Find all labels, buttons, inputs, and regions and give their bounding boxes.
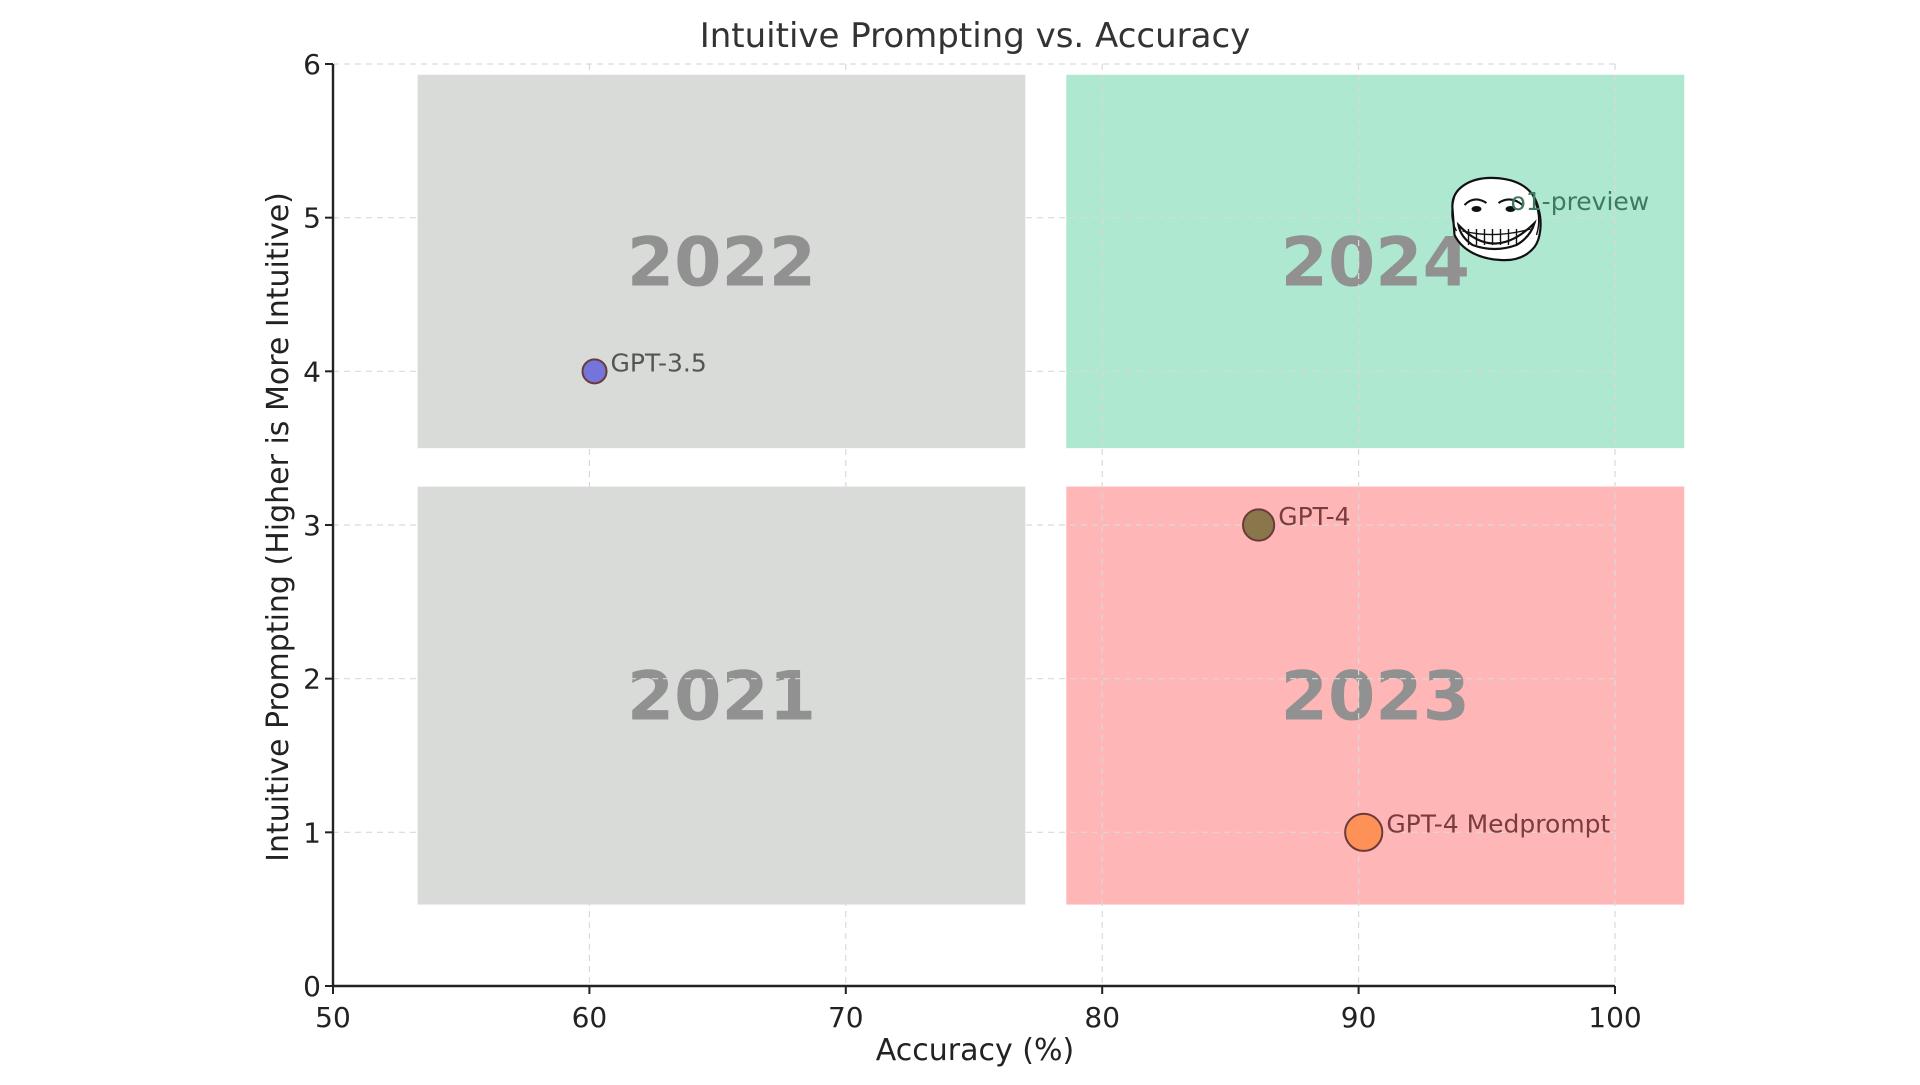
regions-layer: 2022 2024 2021 2023 (417, 74, 1685, 905)
y-tick-label: 3 (303, 509, 321, 542)
y-axis-label: Intuitive Prompting (Higher is More Intu… (261, 192, 296, 862)
data-point (1344, 812, 1384, 852)
region-year-label: 2024 (1281, 223, 1470, 302)
troll-face-icon (1451, 176, 1542, 262)
y-tick-label: 1 (303, 816, 321, 849)
y-tick-label: 2 (303, 663, 321, 696)
x-tick-label: 80 (1084, 1001, 1120, 1034)
data-point (581, 358, 608, 385)
region-2024 (1066, 74, 1685, 449)
x-tick-label: 90 (1341, 1001, 1377, 1034)
data-point-label: GPT-4 (1278, 502, 1350, 531)
data-point (1242, 508, 1276, 542)
chart-title: Intuitive Prompting vs. Accuracy (700, 16, 1251, 56)
y-tick-label: 0 (303, 970, 321, 1003)
x-axis-label: Accuracy (%) (876, 1033, 1074, 1068)
x-tick-label: 60 (572, 1001, 608, 1034)
x-tick-label: 70 (828, 1001, 864, 1034)
grid-layer (333, 63, 1616, 986)
region-year-label: 2022 (627, 223, 816, 302)
y-tick-label: 4 (303, 355, 321, 388)
region-year-label: 2023 (1281, 658, 1470, 737)
data-point-label: o1-preview (1510, 187, 1649, 216)
x-tick-label: 100 (1588, 1001, 1641, 1034)
axes-layer: 50 60 70 80 90 100 0 1 2 3 4 5 6 (303, 48, 1642, 1034)
y-tick-label: 5 (303, 202, 321, 235)
region-2022 (417, 74, 1026, 449)
points-layer (581, 176, 1542, 852)
data-point-label: GPT-4 Medprompt (1386, 809, 1610, 838)
data-point-label: GPT-3.5 (611, 348, 707, 377)
region-year-label: 2021 (627, 658, 816, 737)
region-2021 (417, 486, 1026, 905)
x-tick-label: 50 (315, 1001, 351, 1034)
y-tick-label: 6 (303, 48, 321, 81)
labels-layer: GPT-3.5 GPT-4 GPT-4 Medprompt o1-preview (611, 187, 1650, 838)
